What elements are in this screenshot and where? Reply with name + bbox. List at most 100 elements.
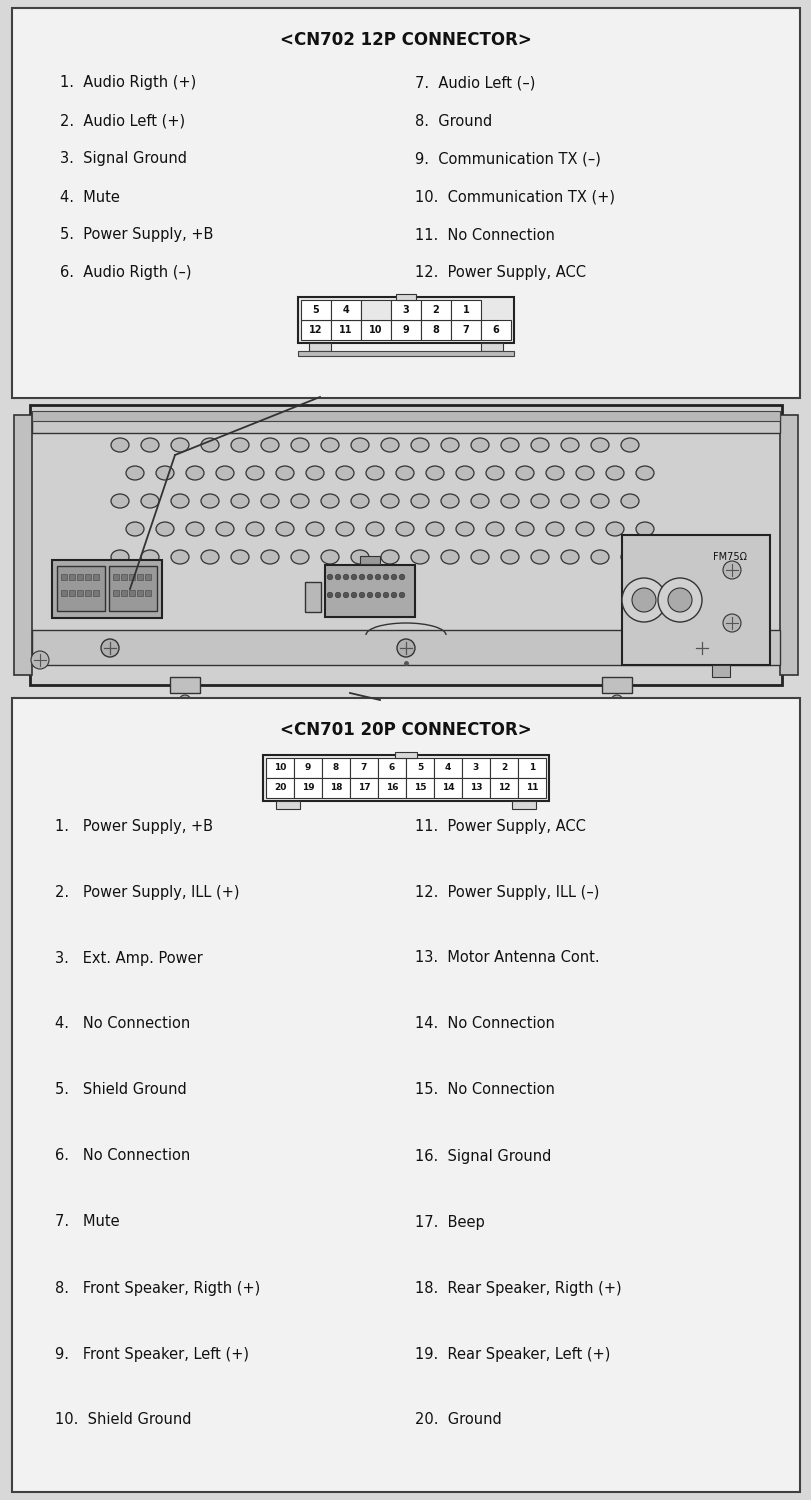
Ellipse shape [605,466,623,480]
Text: 4.  Mute: 4. Mute [60,189,120,204]
Ellipse shape [590,494,608,508]
Bar [12,698,799,1492]
Text: 1: 1 [462,304,469,315]
Bar [394,752,417,758]
Bar [276,801,299,808]
Ellipse shape [380,438,398,452]
Text: 7: 7 [360,764,367,772]
Text: 17: 17 [358,783,370,792]
Ellipse shape [336,466,354,480]
Bar [361,320,391,340]
Bar [391,320,420,340]
Bar [113,574,119,580]
Bar [378,758,406,778]
Bar [77,590,83,596]
Bar [779,416,797,675]
Bar [129,590,135,596]
Ellipse shape [575,466,594,480]
Ellipse shape [336,522,354,536]
Ellipse shape [486,522,504,536]
Ellipse shape [456,466,474,480]
Text: 2: 2 [500,764,507,772]
Circle shape [335,574,341,580]
Bar [322,758,350,778]
Text: 1: 1 [528,764,534,772]
Ellipse shape [141,550,159,564]
Text: 4: 4 [342,304,349,315]
Circle shape [692,639,710,657]
Ellipse shape [635,522,653,536]
Text: 3.   Ext. Amp. Power: 3. Ext. Amp. Power [55,951,203,966]
Text: 19: 19 [302,783,314,792]
Bar [489,758,517,778]
Ellipse shape [620,550,638,564]
Bar [301,300,331,320]
Text: 11.  No Connection: 11. No Connection [414,228,554,243]
Bar [109,566,157,610]
Bar [489,778,517,798]
Text: FM75Ω: FM75Ω [712,552,746,562]
Bar [52,560,162,618]
Bar [322,778,350,798]
Circle shape [399,574,405,580]
Text: 13: 13 [470,783,482,792]
Ellipse shape [590,438,608,452]
Text: 12.  Power Supply, ILL (–): 12. Power Supply, ILL (–) [414,885,599,900]
Ellipse shape [545,522,564,536]
Text: 8: 8 [333,764,339,772]
Text: 10: 10 [369,326,382,334]
Bar [324,566,414,616]
Ellipse shape [500,494,518,508]
Bar [461,758,489,778]
Circle shape [657,578,702,622]
Ellipse shape [141,438,159,452]
Bar [263,754,548,801]
Text: 7: 7 [462,326,469,334]
Circle shape [358,574,364,580]
Bar [113,590,119,596]
Circle shape [391,592,397,598]
Ellipse shape [486,466,504,480]
Ellipse shape [440,438,458,452]
Bar [309,344,331,351]
Text: 5.   Shield Ground: 5. Shield Ground [55,1083,187,1098]
Ellipse shape [350,438,368,452]
Text: 4: 4 [444,764,451,772]
Text: 8: 8 [432,326,439,334]
Circle shape [383,574,388,580]
Ellipse shape [306,522,324,536]
Ellipse shape [366,466,384,480]
Ellipse shape [470,438,488,452]
Ellipse shape [560,550,578,564]
Circle shape [343,574,349,580]
Circle shape [631,588,655,612]
Bar [266,778,294,798]
Ellipse shape [111,550,129,564]
Ellipse shape [470,494,488,508]
Ellipse shape [126,522,144,536]
Bar [391,300,420,320]
Bar [361,300,391,320]
Text: 16: 16 [385,783,397,792]
Text: 9: 9 [304,764,311,772]
Text: 10.  Communication TX (+): 10. Communication TX (+) [414,189,614,204]
Text: 2: 2 [432,304,439,315]
Bar [378,778,406,798]
Ellipse shape [366,522,384,536]
Bar [433,778,461,798]
Bar [396,294,415,300]
Bar [32,411,779,422]
Ellipse shape [126,466,144,480]
Text: 6: 6 [388,764,395,772]
Ellipse shape [201,494,219,508]
Bar [350,778,378,798]
Circle shape [399,592,405,598]
Circle shape [391,574,397,580]
Ellipse shape [260,494,279,508]
Bar [137,590,143,596]
Ellipse shape [230,438,249,452]
Ellipse shape [230,550,249,564]
Ellipse shape [530,494,548,508]
Text: 7.   Mute: 7. Mute [55,1215,119,1230]
Bar [298,351,513,355]
